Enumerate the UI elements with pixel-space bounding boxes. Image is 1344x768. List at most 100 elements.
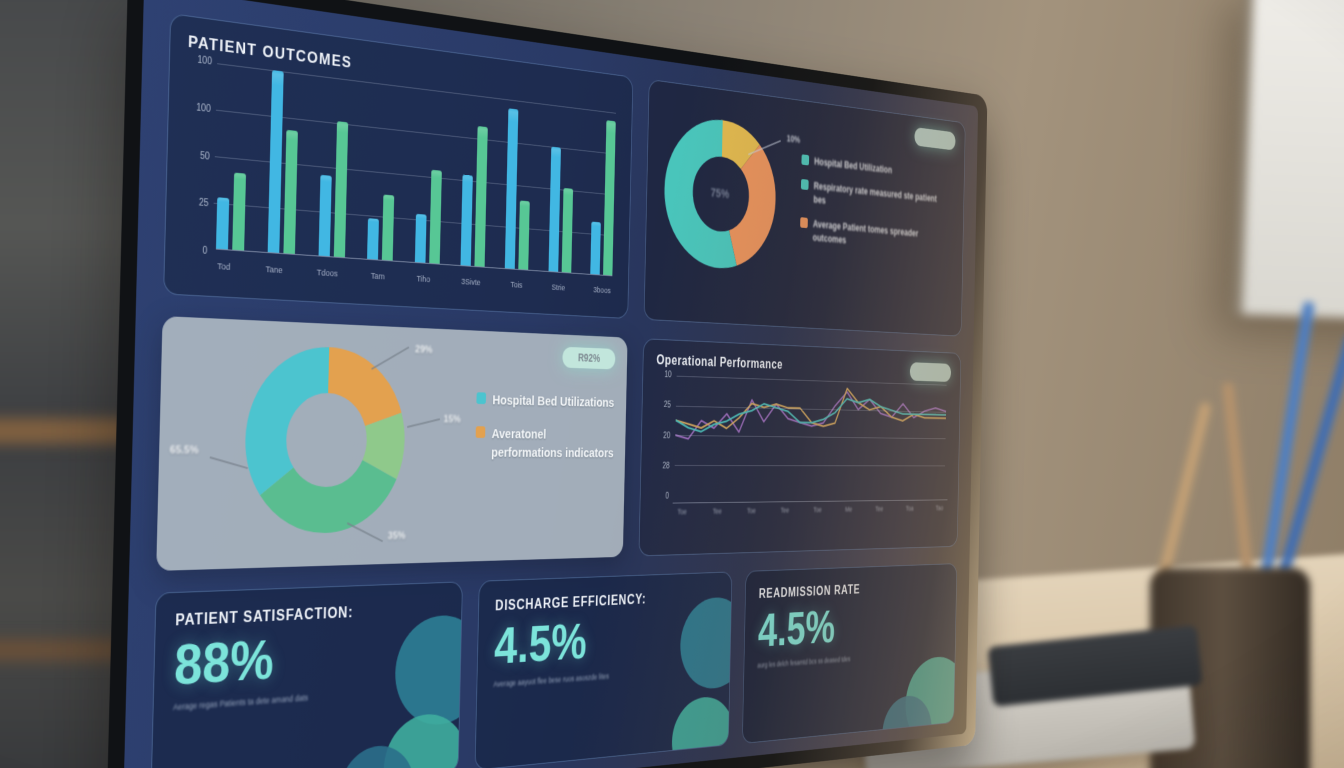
bar (381, 194, 395, 261)
axis-label: Tee (875, 504, 884, 513)
kpi-row: PATIENT SATISFACTION: 88% Aerage regas P… (150, 563, 958, 768)
bar (474, 126, 488, 267)
bar (333, 120, 348, 258)
axis-label: Strie (551, 282, 566, 294)
x-axis-labels: Toe Tee Toe Tee Toe Me Tee Toa Tao (672, 499, 948, 517)
dashboard-screen: PATIENT OUTCOMES 100 100 50 25 0 Tod Tane Tdoo… (122, 0, 979, 768)
bar (232, 172, 247, 251)
axis-label: 20 (663, 431, 671, 441)
legend-label: Averatonel performations indicators (491, 426, 614, 461)
axis-label: Toe (747, 506, 756, 515)
legend-item[interactable]: Hospital Bed Utilization (801, 153, 943, 182)
kpi-patient-satisfaction: PATIENT SATISFACTION: 88% Aerage regas P… (150, 581, 464, 768)
y-axis-ticks: 100 100 50 25 0 (183, 54, 212, 257)
callout-bottom: 35% (387, 530, 406, 542)
axis-label: 25 (198, 197, 209, 210)
bar-group (590, 110, 616, 276)
callout-top: 29% (414, 344, 433, 356)
panel-title: Operational Performance (656, 353, 783, 373)
monitor: PATIENT OUTCOMES 100 100 50 25 0 Tod Tane Tdoo… (105, 0, 988, 768)
axis-label: Tois (510, 280, 523, 291)
chart-legend: Hospital Bed Utilizations Averatonel perf… (475, 391, 616, 462)
panel-utilization-breakdown: R92% 29% 15% 65.5% 35% Hospital Bed Util… (156, 316, 628, 571)
bar-group (504, 100, 532, 270)
kpi-discharge-efficiency: DISCHARGE EFFICIENCY: 4.5% Average aayuo… (474, 571, 733, 768)
dashboard: PATIENT OUTCOMES 100 100 50 25 0 Tod Tane Tdoo… (123, 0, 978, 768)
axis-label: 3boos (593, 285, 611, 296)
bar (504, 107, 519, 269)
legend-label: Average Patient tomes spreader outcomes (812, 218, 919, 246)
axis-label: Tam (370, 271, 385, 283)
axis-label: 100 (197, 54, 213, 68)
axis-label: Tee (780, 506, 790, 515)
cloud-decoration (670, 694, 733, 768)
panel-bed-utilization: 75% 10% Hospital Bed Utilization Respirat… (643, 79, 966, 337)
kpi-readmission-rate: READMISSION RATE 4.5% aurg les delch fes… (741, 563, 958, 744)
axis-label: 10 (664, 370, 672, 380)
axis-label: Tdoos (316, 267, 338, 280)
bar (561, 187, 573, 273)
legend-label: Hospital Bed Utilizations (492, 392, 615, 411)
callout-line (407, 418, 441, 428)
bar (548, 146, 561, 272)
axis-label: 28 (662, 461, 670, 471)
bar (283, 129, 299, 254)
legend-swatch (801, 154, 810, 166)
bar-group (215, 64, 249, 251)
donut-chart (240, 341, 409, 537)
bar (414, 213, 427, 263)
bar (590, 221, 601, 275)
axis-label: Toe (677, 507, 687, 516)
axis-label: Me (845, 505, 853, 514)
axis-label: 50 (199, 150, 210, 163)
bar (460, 174, 473, 266)
bar-group (414, 88, 443, 264)
callout-left: 65.5% (169, 444, 199, 457)
panel-operational-performance: Operational Performance 10 25 20 28 0 Toe Tee… (638, 338, 962, 557)
legend-swatch (475, 426, 486, 439)
bar (428, 169, 442, 264)
line-plot (674, 375, 947, 495)
badge-r92[interactable]: R92% (562, 346, 616, 370)
bar-group (367, 82, 397, 261)
axis-label: Tod (217, 261, 231, 273)
bar (318, 174, 332, 257)
donut-callout: 10% (786, 134, 801, 146)
bar (603, 119, 616, 276)
panel-patient-outcomes: PATIENT OUTCOMES 100 100 50 25 0 Tod Tane Tdoo… (163, 13, 634, 319)
legend-swatch (800, 216, 808, 228)
axis-label: 3Sivte (461, 276, 481, 288)
bar-group (318, 76, 349, 258)
axis-label: Tiho (416, 274, 431, 285)
legend-label: Respiratory rate measured ste patient be… (813, 180, 937, 206)
legend-swatch (800, 178, 809, 190)
status-badge[interactable] (914, 127, 956, 151)
axis-label: Toe (813, 505, 822, 514)
bar (518, 200, 530, 270)
axis-label: Toa (905, 504, 914, 513)
line-chart: 10 25 20 28 0 Toe Tee Toe Tee Toe Me Tee Toa Tao (662, 370, 949, 517)
bar (215, 196, 230, 250)
bar (367, 218, 380, 260)
whiteboard (1232, 0, 1344, 322)
chart-legend: Hospital Bed Utilization Respiratory rate… (800, 153, 944, 254)
legend-item[interactable]: Averatonel performations indicators (475, 426, 615, 463)
axis-label: 0 (665, 491, 670, 502)
status-badge[interactable] (909, 362, 952, 382)
axis-label: Tee (712, 507, 722, 516)
legend-label: Hospital Bed Utilization (814, 155, 893, 176)
legend-item[interactable]: Respiratory rate measured ste patient be… (800, 178, 943, 219)
axis-label: Tane (265, 264, 283, 276)
axis-label: 0 (202, 245, 208, 257)
legend-item[interactable]: Hospital Bed Utilizations (476, 391, 615, 412)
kpi-value: 4.5% (757, 600, 836, 658)
y-axis-ticks: 10 25 20 28 0 (653, 370, 671, 501)
donut-center-label: 75% (710, 185, 730, 202)
axis-label: 100 (196, 102, 211, 115)
legend-item[interactable]: Average Patient tomes spreader outcomes (800, 216, 942, 255)
line-series-teal (675, 394, 946, 435)
legend-swatch (476, 392, 487, 405)
callout-right: 15% (443, 414, 461, 426)
axis-label: Tao (935, 504, 944, 512)
